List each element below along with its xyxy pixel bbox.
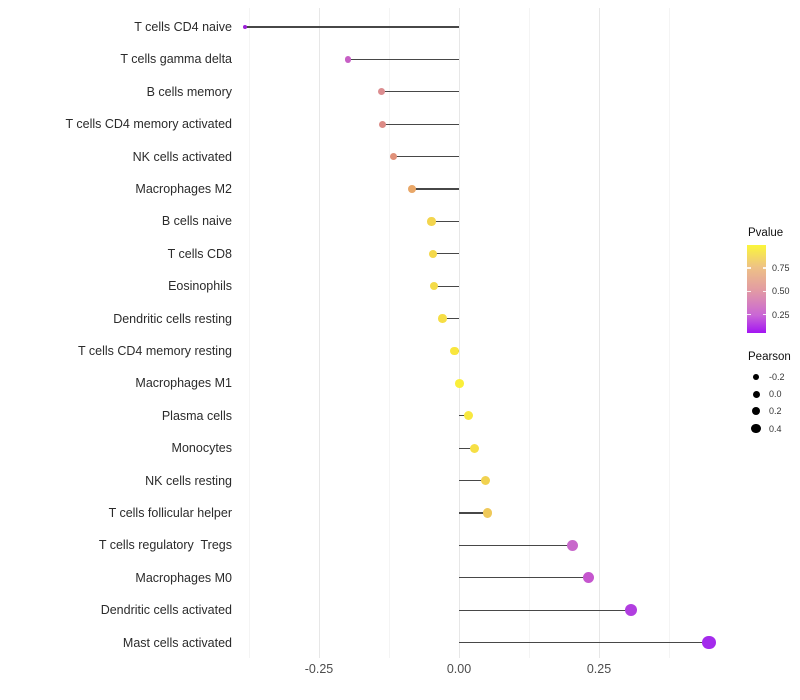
lollipop-dot xyxy=(469,443,479,453)
legend-pearson-title: Pearson xyxy=(748,351,791,363)
lollipop-dot xyxy=(427,217,436,226)
category-label: Macrophages M2 xyxy=(135,182,232,196)
colorbar-tick-mark xyxy=(762,313,766,316)
x-axis-tick-label: -0.25 xyxy=(304,662,334,676)
category-label: NK cells resting xyxy=(145,473,232,488)
lollipop-stem xyxy=(459,512,488,514)
lollipop-stem xyxy=(245,26,459,28)
category-label: T cells follicular helper xyxy=(108,506,232,520)
lollipop-dot xyxy=(482,508,493,518)
pearson-legend-dot xyxy=(751,423,761,434)
lollipop-dot xyxy=(377,88,385,96)
gridline xyxy=(599,8,600,658)
lollipop-stem xyxy=(459,641,709,644)
lollipop-dot xyxy=(242,24,248,30)
category-label: Macrophages M1 xyxy=(135,376,232,391)
colorbar-tick-mark xyxy=(747,267,751,269)
pearson-legend-dot xyxy=(752,390,760,398)
category-label: Plasma cells xyxy=(161,408,232,423)
pearson-legend-label: 0.2 xyxy=(769,406,782,417)
category-label: T cells CD4 memory resting xyxy=(78,344,232,358)
pvalue-tick-label: 0.25 xyxy=(772,309,790,320)
lollipop-dot xyxy=(582,572,595,584)
lollipop-stem xyxy=(459,479,486,482)
lollipop-dot xyxy=(389,152,398,161)
lollipop-dot xyxy=(480,475,490,486)
lollipop-stem xyxy=(434,285,459,287)
category-label: Dendritic cells resting xyxy=(113,311,232,326)
lollipop-stem xyxy=(412,188,459,190)
category-label: T cells CD4 naive xyxy=(134,20,232,34)
lollipop-dot xyxy=(429,249,438,258)
gridline xyxy=(319,8,320,658)
colorbar-tick-mark xyxy=(747,313,751,316)
lollipop-dot xyxy=(438,314,447,323)
lollipop-dot xyxy=(624,604,637,617)
pearson-legend-label: 0.4 xyxy=(769,423,782,434)
colorbar-tick-mark xyxy=(762,267,766,269)
lollipop-dot xyxy=(455,379,464,388)
lollipop-stem xyxy=(459,415,469,417)
lollipop-dot xyxy=(408,185,416,193)
lollipop-dot xyxy=(701,635,716,650)
gridline xyxy=(389,8,390,658)
lollipop-stem xyxy=(459,609,631,611)
lollipop-dot xyxy=(430,282,439,291)
category-label: T cells CD8 xyxy=(167,246,232,261)
category-label: T cells regulatory Tregs xyxy=(98,538,232,553)
lollipop-dot xyxy=(450,346,459,356)
lollipop-stem xyxy=(431,220,459,223)
lollipop-stem xyxy=(381,91,459,93)
lollipop-dot xyxy=(344,56,352,63)
gridline xyxy=(249,8,250,658)
lollipop-stem xyxy=(393,155,459,158)
x-axis-tick-label: 0.00 xyxy=(446,662,472,676)
pvalue-tick-label: 0.50 xyxy=(772,286,790,297)
category-label: Mast cells activated xyxy=(122,635,232,650)
category-label: NK cells activated xyxy=(132,149,232,164)
lollipop-stem xyxy=(382,123,459,125)
category-label: Monocytes xyxy=(171,441,232,456)
lollipop-stem xyxy=(459,577,589,579)
pearson-legend-dot xyxy=(751,407,761,416)
pvalue-colorbar xyxy=(747,245,766,333)
category-label: Eosinophils xyxy=(168,279,232,294)
category-label: T cells gamma delta xyxy=(120,52,232,67)
colorbar-tick-mark xyxy=(747,290,751,293)
category-label: B cells memory xyxy=(146,84,232,99)
colorbar-tick-mark xyxy=(762,290,766,293)
category-label: B cells naive xyxy=(161,214,232,229)
gridline xyxy=(529,8,530,658)
lollipop-stem xyxy=(459,447,475,449)
x-axis-tick-label: 0.25 xyxy=(586,662,612,676)
gridline xyxy=(459,8,460,658)
category-label: Macrophages M0 xyxy=(135,570,232,585)
gridline xyxy=(669,8,670,658)
pearson-legend-label: 0.0 xyxy=(769,389,782,400)
lollipop-dot xyxy=(464,411,473,421)
lollipop-stem xyxy=(459,544,573,547)
lollipop-stem xyxy=(442,317,459,320)
pearson-legend-label: -0.2 xyxy=(769,372,785,382)
legend-pvalue-title: Pvalue xyxy=(748,227,784,239)
category-label: Dendritic cells activated xyxy=(100,603,232,618)
lollipop-stem xyxy=(433,253,459,255)
pvalue-tick-label: 0.75 xyxy=(772,263,790,274)
category-label: T cells CD4 memory activated xyxy=(65,117,233,132)
lollipop-dot xyxy=(566,539,578,551)
pearson-legend-dot xyxy=(753,374,759,380)
lollipop-stem xyxy=(348,58,459,61)
lollipop-dot xyxy=(379,120,387,128)
